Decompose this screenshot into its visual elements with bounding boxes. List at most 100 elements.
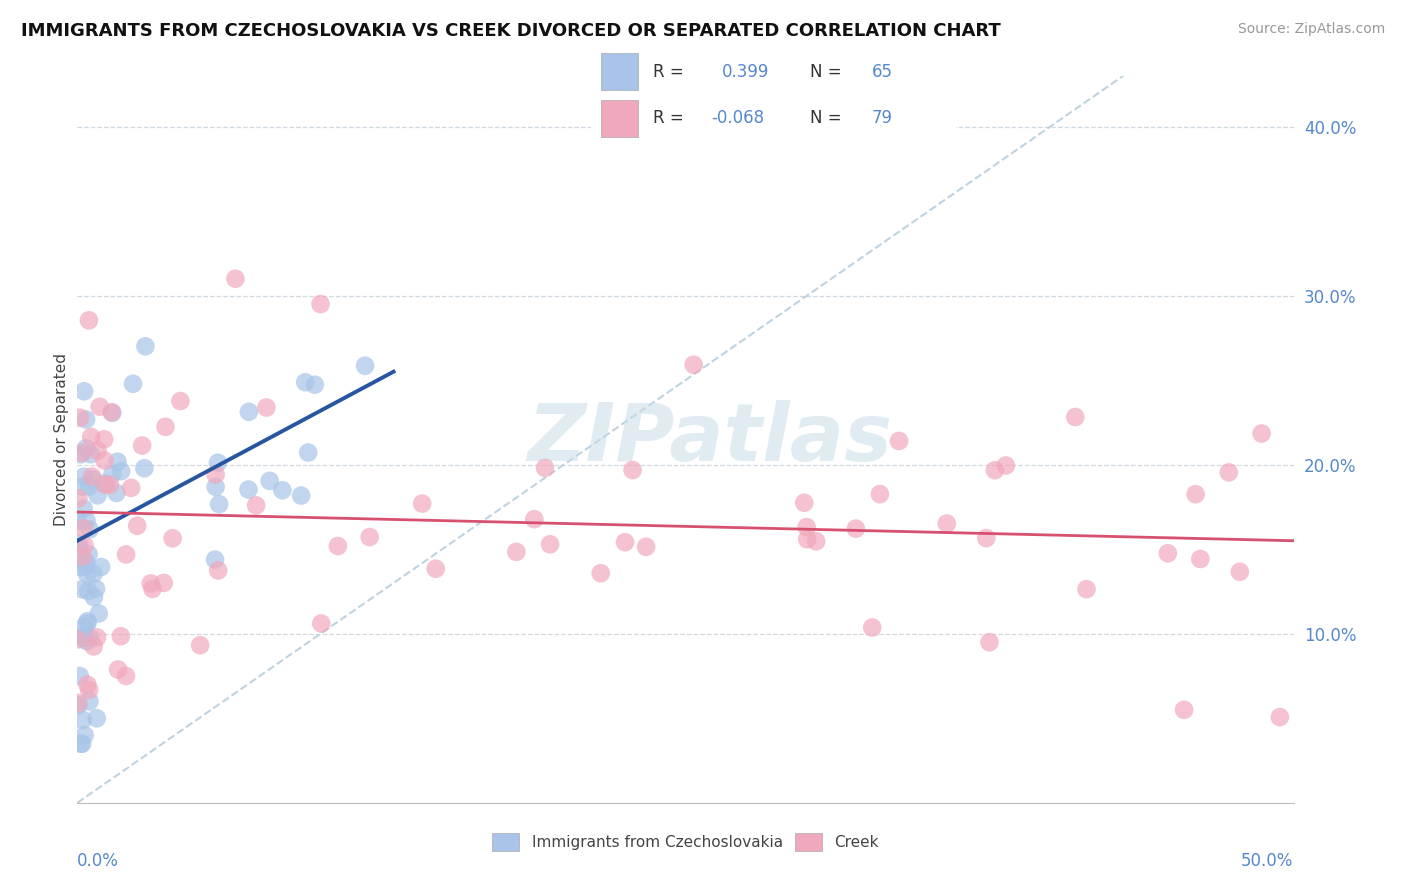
Point bbox=[73, 620, 96, 634]
Point bbox=[75, 559, 97, 574]
Point bbox=[188, 638, 211, 652]
Point bbox=[411, 497, 433, 511]
Text: ZIPatlas: ZIPatlas bbox=[527, 401, 893, 478]
Point bbox=[974, 531, 997, 545]
Point bbox=[73, 384, 96, 399]
Point bbox=[66, 632, 89, 647]
Point bbox=[793, 496, 815, 510]
Point bbox=[207, 563, 229, 577]
Text: 65: 65 bbox=[872, 62, 893, 81]
Point bbox=[297, 445, 319, 459]
Point bbox=[845, 522, 868, 536]
Point bbox=[70, 737, 93, 751]
Y-axis label: Divorced or Separated: Divorced or Separated bbox=[53, 353, 69, 525]
Point bbox=[534, 461, 557, 475]
Point bbox=[86, 631, 108, 645]
Point bbox=[1218, 466, 1240, 480]
Point bbox=[326, 539, 349, 553]
Point bbox=[107, 455, 129, 469]
Point bbox=[245, 499, 267, 513]
Text: N =: N = bbox=[810, 109, 846, 127]
Point bbox=[73, 501, 96, 516]
Point bbox=[73, 728, 96, 742]
Point bbox=[93, 476, 115, 491]
Point bbox=[271, 483, 294, 498]
Point bbox=[204, 467, 226, 482]
Point bbox=[115, 548, 138, 562]
Text: Source: ZipAtlas.com: Source: ZipAtlas.com bbox=[1237, 22, 1385, 37]
Point bbox=[538, 537, 561, 551]
Point bbox=[86, 488, 108, 502]
Point bbox=[80, 469, 103, 483]
Point bbox=[79, 522, 101, 536]
Point bbox=[110, 629, 132, 643]
FancyBboxPatch shape bbox=[586, 44, 960, 148]
Point bbox=[70, 446, 93, 460]
Point bbox=[66, 514, 89, 528]
Point bbox=[67, 698, 90, 713]
Point bbox=[90, 560, 112, 574]
Point bbox=[162, 531, 184, 545]
Point bbox=[208, 497, 231, 511]
Bar bbox=[602, 53, 638, 90]
Point bbox=[311, 616, 333, 631]
Point bbox=[304, 377, 326, 392]
Point bbox=[73, 469, 96, 483]
Point bbox=[131, 438, 153, 452]
Point bbox=[79, 694, 101, 708]
Point bbox=[76, 567, 98, 582]
Point bbox=[120, 481, 142, 495]
Point bbox=[139, 576, 162, 591]
Point bbox=[98, 478, 121, 492]
Point bbox=[1189, 552, 1212, 566]
Point bbox=[101, 406, 124, 420]
Point bbox=[141, 582, 163, 596]
Point bbox=[76, 634, 98, 648]
Text: R =: R = bbox=[652, 109, 689, 127]
Point bbox=[82, 472, 104, 486]
Point bbox=[73, 521, 96, 535]
Point bbox=[101, 467, 124, 482]
Point bbox=[72, 549, 94, 564]
Text: 79: 79 bbox=[872, 109, 893, 127]
Point bbox=[67, 536, 90, 550]
Point bbox=[169, 394, 191, 409]
Point bbox=[425, 562, 447, 576]
Point bbox=[76, 678, 98, 692]
Point bbox=[100, 405, 122, 419]
Point bbox=[152, 575, 174, 590]
Point bbox=[1076, 582, 1098, 596]
Point bbox=[204, 480, 226, 494]
Point bbox=[93, 433, 115, 447]
Point bbox=[77, 547, 100, 561]
Point bbox=[75, 556, 97, 570]
Point bbox=[1229, 565, 1251, 579]
Point bbox=[73, 539, 96, 553]
Point bbox=[80, 430, 103, 444]
Text: 50.0%: 50.0% bbox=[1241, 852, 1294, 870]
Point bbox=[204, 552, 226, 566]
Point bbox=[994, 458, 1017, 473]
Bar bbox=[602, 100, 638, 137]
Point bbox=[77, 682, 100, 697]
Point bbox=[115, 669, 138, 683]
Point bbox=[87, 607, 110, 621]
Point bbox=[69, 669, 91, 683]
Point bbox=[354, 359, 377, 373]
Point bbox=[110, 464, 132, 478]
Point bbox=[887, 434, 910, 448]
Point bbox=[254, 401, 277, 415]
Point bbox=[93, 453, 115, 467]
Point bbox=[290, 489, 312, 503]
Point bbox=[72, 480, 94, 494]
Point bbox=[83, 590, 105, 604]
Point bbox=[359, 530, 381, 544]
Point bbox=[238, 483, 260, 497]
Point bbox=[76, 513, 98, 527]
Point bbox=[77, 479, 100, 493]
Point bbox=[84, 582, 107, 596]
Point bbox=[984, 463, 1007, 477]
Point bbox=[105, 486, 128, 500]
Point bbox=[309, 297, 332, 311]
Point bbox=[259, 474, 281, 488]
